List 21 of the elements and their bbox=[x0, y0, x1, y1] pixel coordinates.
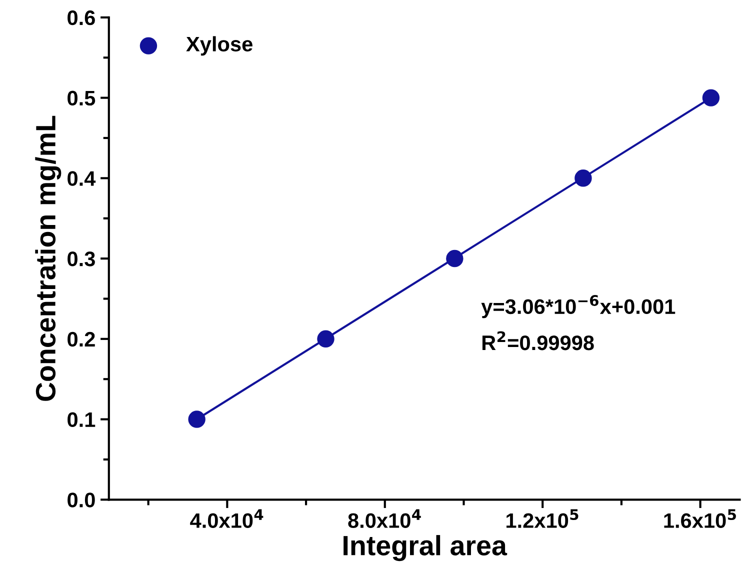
legend-label: Xylose bbox=[186, 36, 252, 56]
y-tick-label: 0.4 bbox=[68, 171, 96, 186]
x-tick-label: 4.0x10$^{4}$ bbox=[190, 509, 264, 528]
x-axis-title: Integral area bbox=[344, 535, 508, 562]
y-tick-label: 0.5 bbox=[68, 90, 96, 106]
annotation: R$^{2}$=0.99998 bbox=[482, 331, 594, 350]
y-axis-title: Concentration mg/mL bbox=[35, 116, 62, 401]
x-tick-label: 1.2x10$^{5}$ bbox=[506, 509, 578, 528]
y-tick-label: 0.1 bbox=[68, 412, 96, 428]
annotation: y=3.06*10$^{−6}$x+0.001 bbox=[481, 295, 676, 318]
point bbox=[317, 330, 334, 348]
x-tick-label: 1.6x10$^{5}$ bbox=[664, 509, 736, 528]
point bbox=[188, 410, 206, 428]
y-tick-label: 0.0 bbox=[68, 492, 95, 508]
point bbox=[702, 89, 720, 106]
y-tick-label: 0.6 bbox=[68, 10, 95, 26]
point bbox=[574, 170, 592, 187]
y-tick-label: 0.2 bbox=[68, 332, 95, 347]
point bbox=[446, 250, 464, 268]
x-tick-label: 8.0x10$^{4}$ bbox=[348, 509, 421, 528]
y-tick-label: 0.3 bbox=[68, 252, 95, 266]
